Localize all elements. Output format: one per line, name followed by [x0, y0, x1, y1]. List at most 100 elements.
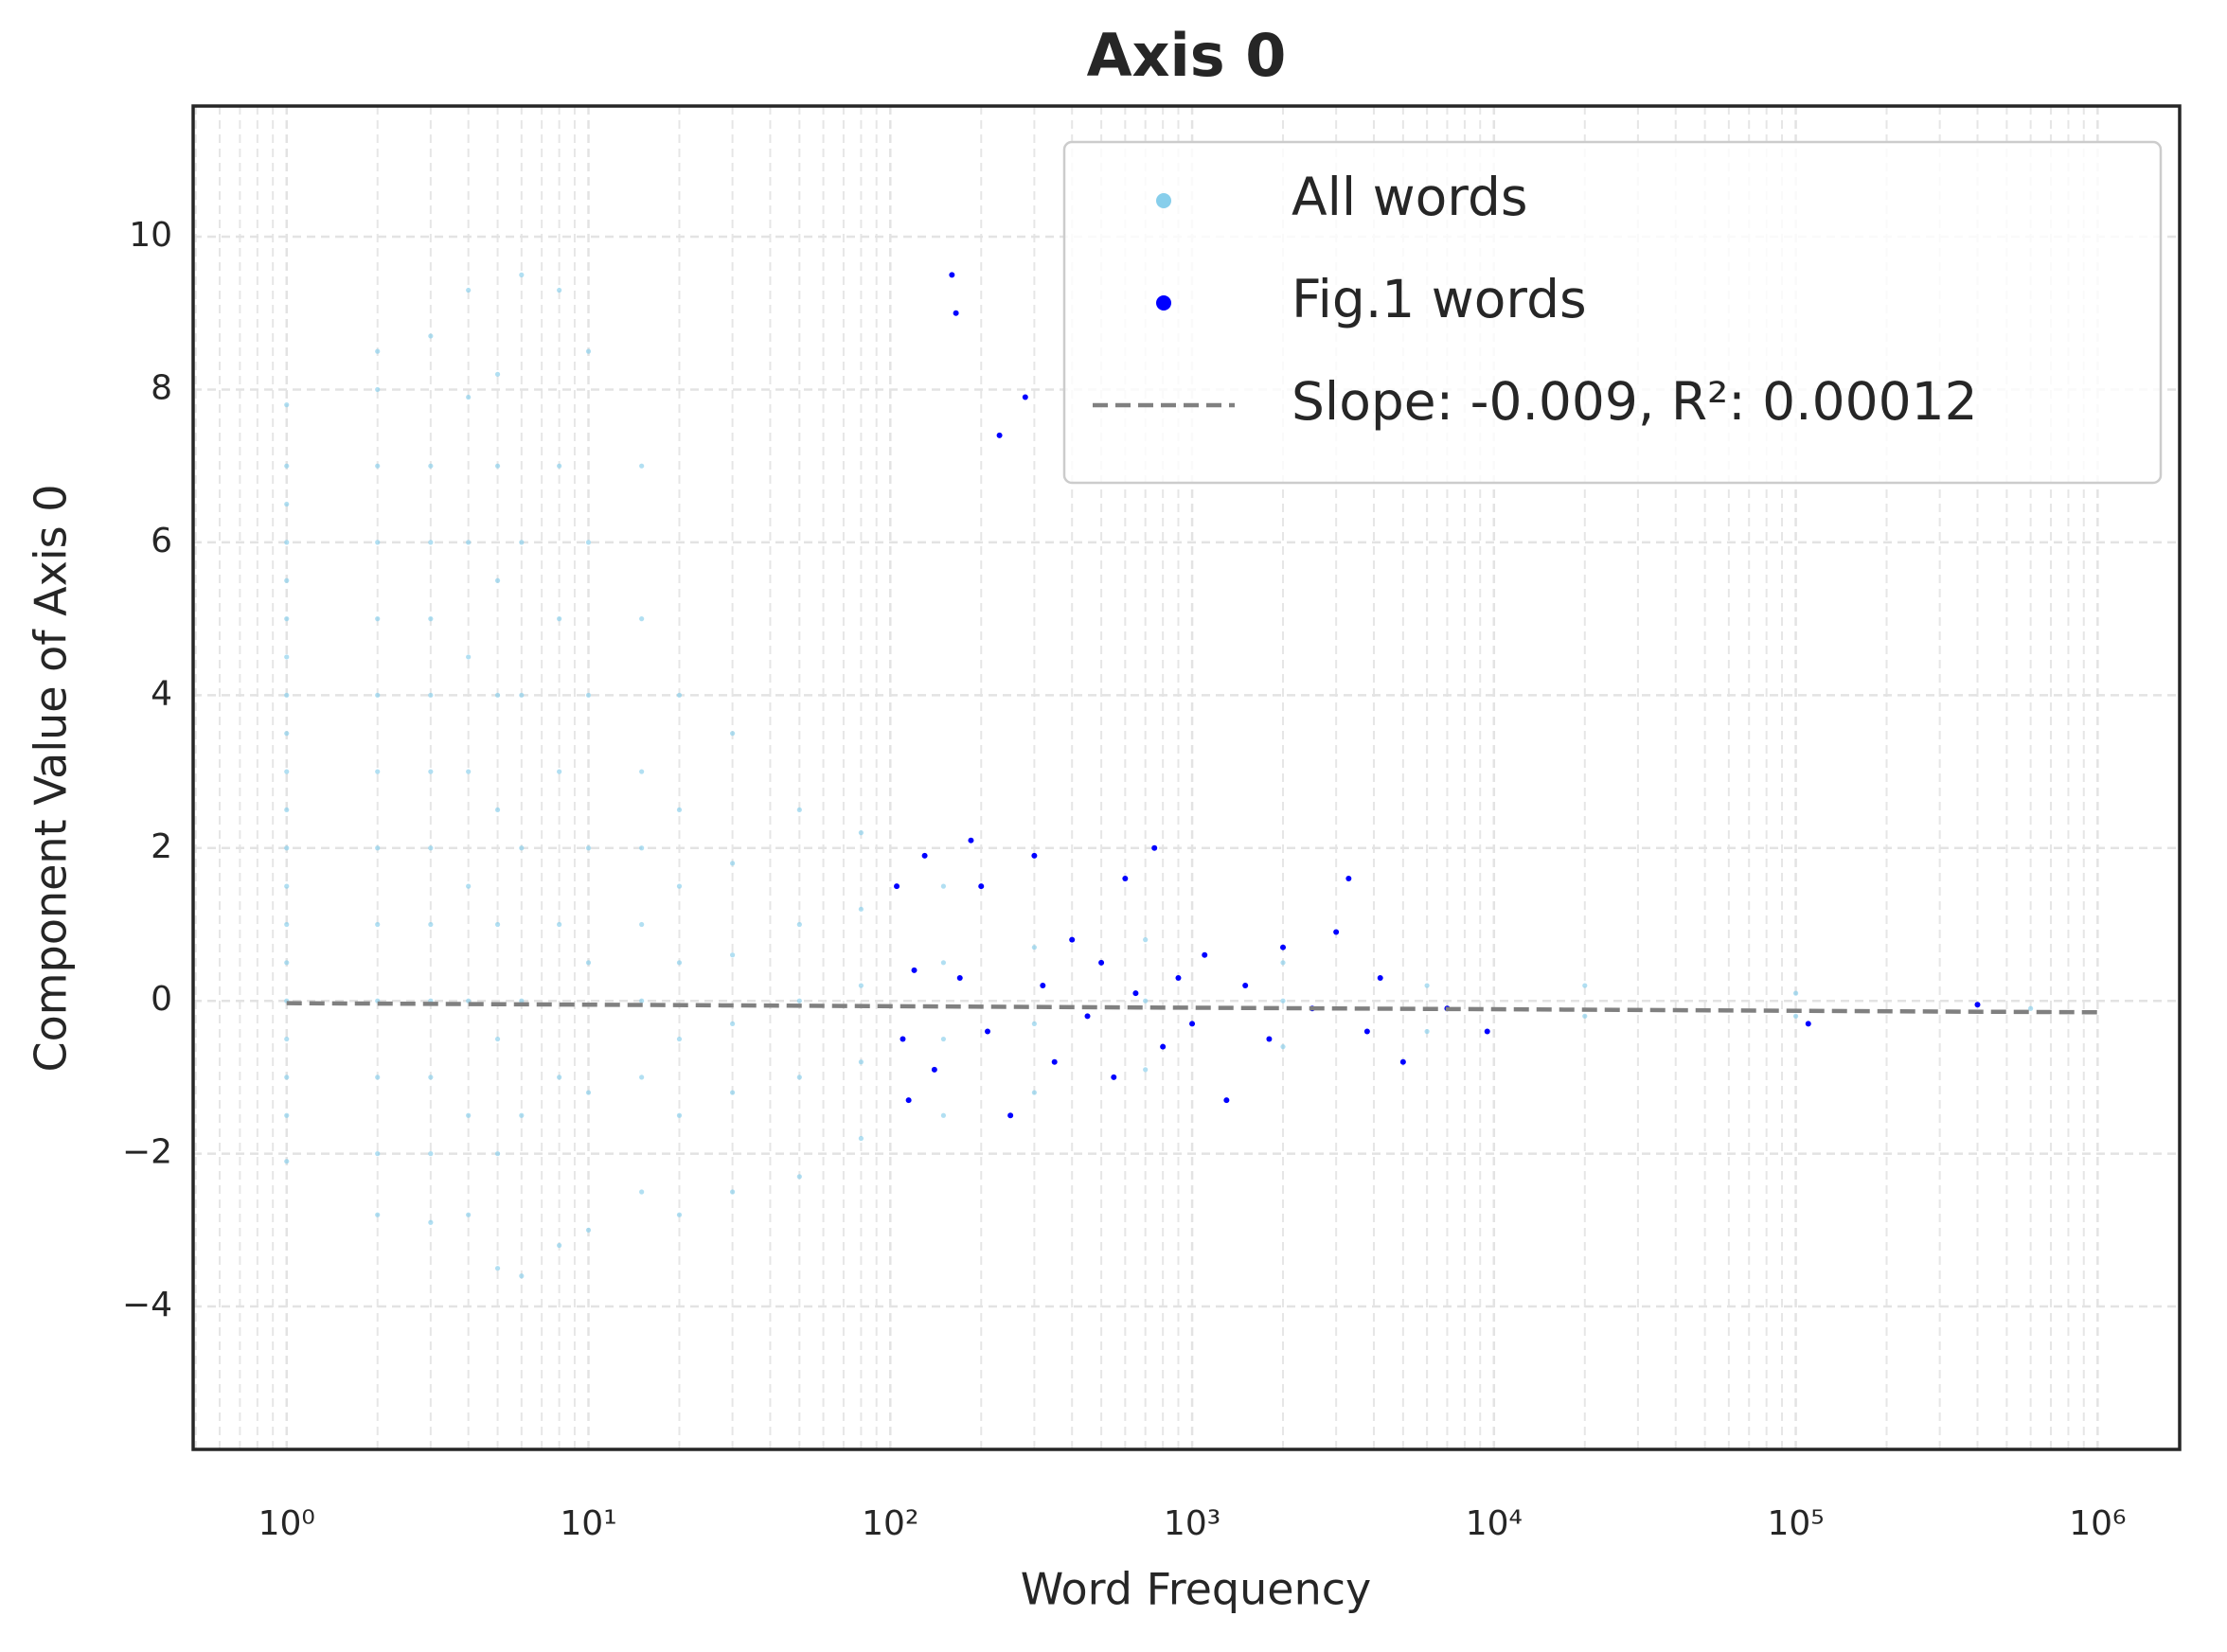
data-point: [284, 402, 290, 408]
data-point: [284, 769, 290, 774]
data-point: [557, 287, 562, 293]
data-point: [796, 921, 802, 928]
data-point: [284, 463, 290, 469]
data-point: [639, 1075, 645, 1080]
data-point: [494, 371, 501, 377]
y-tick-label: 8: [151, 368, 172, 407]
data-point: [921, 852, 928, 859]
legend-marker: [1156, 193, 1171, 208]
x-tick-label: 10¹: [560, 1504, 616, 1543]
data-point: [428, 1151, 434, 1157]
data-point: [1022, 394, 1028, 400]
data-point: [1143, 1067, 1149, 1073]
data-point: [466, 769, 472, 774]
data-point: [940, 1036, 947, 1042]
data-point: [557, 921, 562, 928]
data-point: [1132, 990, 1139, 997]
legend-box: [1062, 140, 2163, 485]
y-tick-label: 0: [151, 980, 172, 1019]
data-point: [1143, 937, 1149, 943]
data-point: [1805, 1021, 1811, 1027]
data-point: [730, 1021, 736, 1027]
y-tick-label: −2: [122, 1133, 172, 1172]
data-point: [494, 921, 501, 928]
data-point: [585, 1227, 592, 1233]
data-point: [557, 769, 562, 774]
data-point: [428, 463, 434, 469]
data-point: [858, 1135, 864, 1142]
data-point: [284, 921, 290, 928]
data-point: [428, 845, 434, 851]
data-point: [494, 1036, 501, 1042]
legend-marker: [1156, 295, 1171, 311]
data-point: [1031, 852, 1038, 859]
data-point: [466, 394, 472, 400]
data-point: [585, 845, 592, 851]
data-point: [466, 540, 472, 545]
data-point: [1151, 844, 1158, 851]
data-point: [796, 1075, 802, 1080]
data-point: [894, 883, 900, 890]
data-point: [1280, 998, 1286, 1004]
data-point: [953, 310, 959, 316]
data-point: [676, 883, 683, 889]
data-point: [428, 540, 434, 545]
data-point: [1175, 974, 1182, 981]
data-point: [494, 463, 501, 469]
data-point: [1084, 1013, 1091, 1020]
data-point: [466, 287, 472, 293]
data-point: [1280, 1044, 1286, 1050]
data-point: [375, 1212, 381, 1217]
data-point: [428, 1075, 434, 1080]
data-point: [284, 692, 290, 698]
data-point: [940, 1112, 947, 1118]
data-point: [1160, 1043, 1167, 1050]
data-point: [428, 692, 434, 698]
data-point: [375, 921, 381, 928]
data-point: [466, 1212, 472, 1217]
data-point: [796, 1174, 802, 1180]
data-point: [1051, 1058, 1058, 1065]
data-point: [676, 1212, 683, 1217]
data-point: [1424, 983, 1430, 988]
data-point: [557, 1075, 562, 1080]
data-point: [956, 974, 963, 981]
data-point: [466, 654, 472, 660]
y-tick-label: 6: [151, 522, 172, 560]
data-point: [519, 272, 525, 277]
data-point: [940, 960, 947, 966]
data-point: [730, 731, 736, 737]
data-point: [639, 616, 645, 622]
data-point: [1111, 1074, 1117, 1080]
data-point: [585, 692, 592, 698]
data-point: [519, 845, 525, 851]
data-point: [2028, 1005, 2034, 1011]
data-point: [730, 861, 736, 866]
data-point: [1098, 959, 1105, 966]
chart-title: Axis 0: [1087, 21, 1287, 90]
data-point: [494, 1151, 501, 1157]
data-point: [519, 1112, 525, 1118]
data-point: [940, 883, 947, 889]
data-point: [1582, 1013, 1588, 1019]
data-point: [639, 921, 645, 928]
data-point: [1792, 990, 1799, 996]
y-axis-label: Component Value of Axis 0: [26, 485, 77, 1073]
data-point: [585, 540, 592, 545]
legend-label: Fig.1 words: [1292, 269, 1587, 329]
x-tick-label: 10⁶: [2069, 1504, 2126, 1543]
data-point: [1345, 876, 1352, 882]
legend-label: All words: [1292, 167, 1528, 227]
data-point: [1280, 944, 1287, 950]
data-point: [858, 983, 864, 988]
data-point: [284, 577, 290, 583]
data-point: [949, 272, 955, 278]
data-point: [375, 463, 381, 469]
data-point: [1069, 936, 1076, 943]
data-point: [284, 960, 290, 966]
data-point: [375, 1075, 381, 1080]
data-point: [796, 807, 802, 813]
data-point: [428, 616, 434, 622]
data-point: [375, 540, 381, 545]
x-tick-label: 10³: [1164, 1504, 1220, 1543]
